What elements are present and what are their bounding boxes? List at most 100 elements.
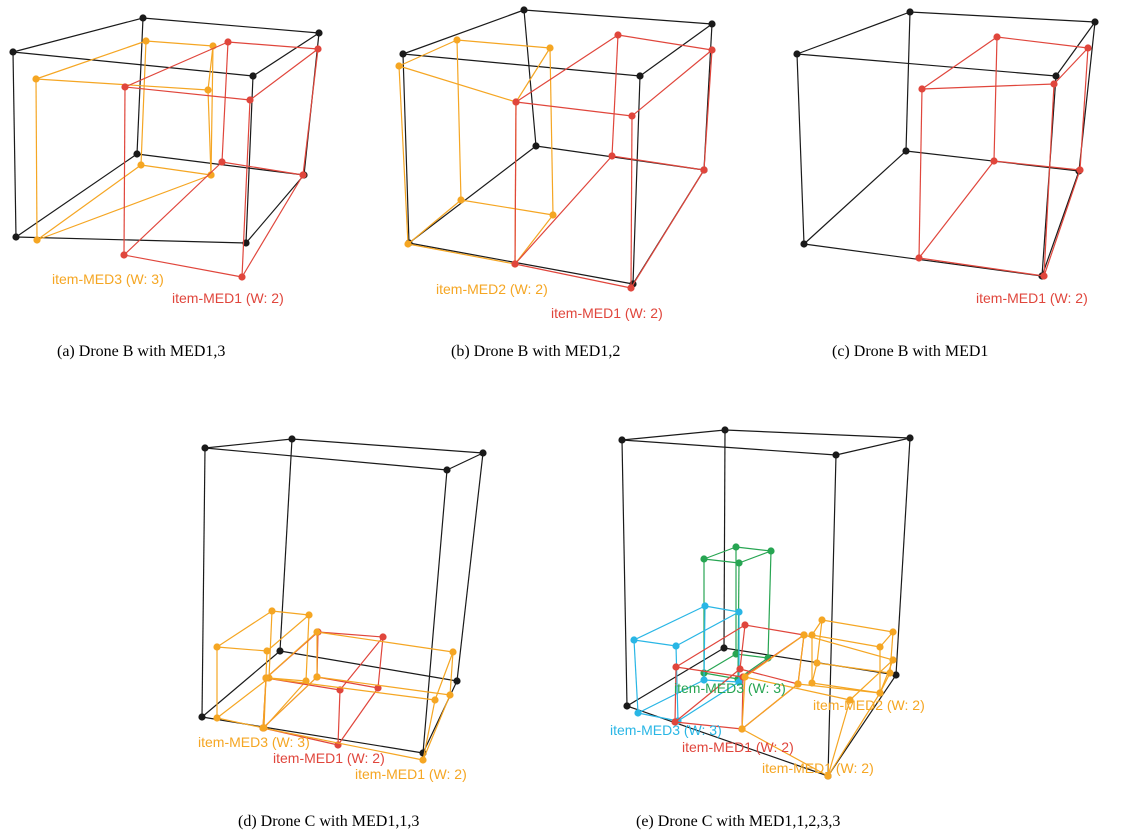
box-edge [221, 161, 304, 176]
panel-a-label-med3: item-MED3 (W: 3) [52, 271, 164, 287]
box-vertex [767, 547, 775, 555]
box-edge [262, 677, 267, 729]
box-edge [739, 624, 746, 670]
box-edge [221, 41, 229, 163]
box-vertex [137, 161, 145, 169]
box-edge [797, 683, 881, 694]
box-edge [921, 36, 998, 90]
box-edge [703, 558, 740, 564]
box-vertex [133, 150, 141, 158]
box-vertex [139, 14, 147, 22]
box-edge [1053, 47, 1089, 85]
box-edge [514, 214, 554, 265]
box-edge [703, 679, 740, 683]
box-edge [201, 447, 206, 718]
box-edge [265, 677, 436, 701]
box-edge [633, 605, 706, 641]
box-edge [204, 447, 448, 471]
box-vertex [738, 725, 746, 733]
box-edge [279, 438, 293, 652]
box-edge [216, 677, 270, 719]
box-edge [993, 160, 1081, 171]
box-edge [449, 651, 454, 696]
panel-d: item-MED3 (W: 3) item-MED1 (W: 2) item-M… [198, 435, 487, 830]
box-edge [422, 699, 436, 761]
box-edge [252, 32, 320, 77]
box-edge [398, 65, 409, 245]
panel-e-label-med2: item-MED2 (W: 2) [813, 697, 925, 713]
box-edge [337, 687, 379, 746]
box-vertex [549, 211, 557, 219]
box-edge [741, 683, 799, 730]
panel-d-label-med3: item-MED3 (W: 3) [198, 734, 310, 750]
box-edge [704, 605, 740, 613]
box-vertex [33, 236, 41, 244]
box-vertex [915, 254, 923, 262]
box-vertex [379, 633, 387, 641]
box-edge [262, 676, 318, 729]
box-edge [739, 668, 799, 685]
box-vertex [479, 449, 487, 457]
box-edge [291, 438, 484, 454]
box-edge [460, 199, 554, 216]
box-vertex [198, 713, 206, 721]
box-edge [266, 614, 310, 652]
box-edge [245, 174, 305, 244]
panel-a: item-MED3 (W: 3) item-MED1 (W: 2) (a) Dr… [9, 14, 323, 360]
box-edge [1041, 170, 1080, 277]
panel-e-label-med3-green: item-MED3 (W: 3) [674, 680, 786, 696]
box-edge [631, 49, 713, 117]
box-edge [1079, 47, 1089, 171]
box-vertex [672, 642, 680, 650]
box-vertex [990, 157, 998, 165]
box-edge [621, 429, 726, 441]
box-vertex [902, 147, 910, 155]
box-edge [124, 86, 251, 101]
box-vertex [732, 650, 740, 658]
box-vertex [1052, 72, 1060, 80]
panel-b-label-med2: item-MED2 (W: 2) [436, 281, 548, 297]
box-vertex [12, 233, 20, 241]
box-edge [549, 47, 554, 216]
item-med3-box [213, 607, 313, 732]
box-vertex [906, 434, 914, 442]
box-vertex [32, 75, 40, 83]
box-vertex [832, 451, 840, 459]
box-edge [617, 34, 713, 51]
box-edge [446, 452, 484, 471]
box-edge [639, 23, 713, 77]
box-vertex [404, 240, 412, 248]
box-vertex [846, 696, 854, 704]
box-edge [456, 452, 484, 682]
box-vertex [315, 29, 323, 37]
box-edge [703, 49, 713, 171]
box-vertex [876, 643, 884, 651]
panel-c-label-med1: item-MED1 (W: 2) [976, 290, 1088, 306]
panel-d-label-med1-2: item-MED1 (W: 2) [355, 766, 467, 782]
box-edge [744, 624, 805, 636]
box-edge [377, 636, 384, 689]
box-edge [398, 39, 458, 67]
box-edge [803, 243, 1043, 277]
box-vertex [419, 756, 427, 764]
box-vertex [520, 6, 528, 14]
box-edge [816, 662, 891, 674]
box-vertex [207, 171, 215, 179]
box-edge [993, 36, 998, 162]
box-edge [402, 53, 410, 244]
panel-e: item-MED3 (W: 3) item-MED2 (W: 2) item-M… [610, 426, 925, 830]
box-vertex [314, 45, 322, 53]
box-vertex [213, 714, 221, 722]
drone-b-frame [793, 8, 1099, 280]
item-med1-box [915, 33, 1092, 280]
panel-e-label-med1-2: item-MED1 (W: 2) [762, 760, 874, 776]
box-edge [515, 34, 619, 103]
box-vertex [431, 696, 439, 704]
box-edge [12, 51, 17, 238]
drone-c-frame [198, 435, 487, 757]
box-edge [316, 676, 451, 696]
box-edge [337, 689, 341, 746]
box-vertex [213, 643, 221, 651]
drone-b-frame [399, 6, 716, 288]
